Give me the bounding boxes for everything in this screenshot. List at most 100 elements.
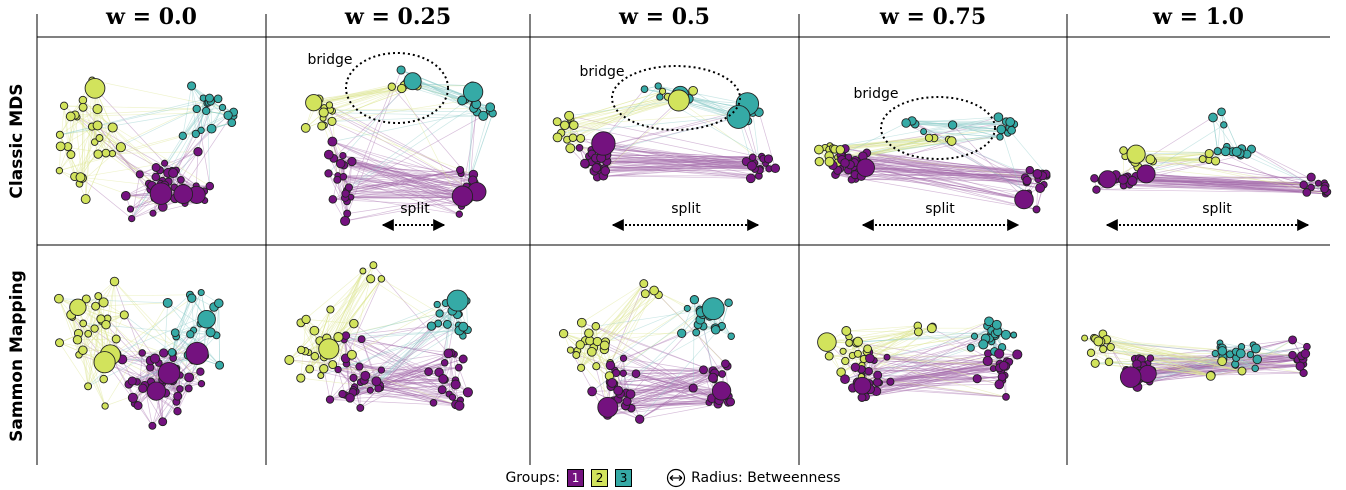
node (824, 156, 835, 167)
node (580, 158, 590, 169)
edge (597, 165, 752, 168)
edge (345, 335, 450, 395)
edge (200, 98, 204, 131)
edge (843, 331, 919, 352)
edge (585, 156, 762, 165)
node (864, 366, 873, 376)
edge (850, 164, 1027, 183)
edge (570, 100, 679, 120)
edge (345, 169, 461, 194)
edge (857, 333, 992, 343)
node (138, 383, 148, 393)
edge (639, 327, 722, 420)
node (197, 380, 206, 388)
edge (869, 369, 1001, 390)
bridge-ellipse (345, 52, 449, 124)
edge (345, 196, 467, 199)
node (96, 314, 106, 324)
node (448, 393, 457, 401)
edge (1147, 359, 1298, 375)
node (1005, 117, 1016, 127)
node (667, 89, 690, 112)
edge (868, 368, 994, 372)
edge (326, 329, 468, 339)
edge (627, 379, 715, 402)
edge (877, 353, 989, 376)
edge (330, 107, 474, 111)
edge (840, 168, 1044, 186)
edge (911, 120, 1008, 134)
edge (80, 176, 132, 219)
node (592, 362, 601, 371)
node (745, 173, 756, 184)
edge (857, 341, 888, 358)
node (824, 351, 834, 361)
node (625, 389, 636, 399)
node (863, 344, 872, 354)
edge (643, 283, 688, 309)
edge (952, 121, 1011, 126)
edge (860, 365, 1006, 386)
edge (1084, 337, 1303, 358)
edge (337, 174, 474, 176)
edge (620, 363, 726, 395)
node (1010, 331, 1018, 339)
edge (840, 154, 1043, 175)
node (1035, 183, 1046, 193)
edge (597, 167, 759, 177)
edge (353, 323, 443, 390)
node (349, 373, 358, 382)
node (727, 332, 735, 340)
edge (1129, 184, 1312, 188)
node (202, 106, 211, 116)
edge (81, 100, 84, 179)
edge (623, 372, 719, 405)
edge (1100, 341, 1243, 372)
node (1032, 205, 1041, 214)
node (95, 134, 104, 142)
node (138, 349, 146, 357)
edge (74, 114, 83, 179)
edge (609, 293, 646, 363)
node (197, 288, 205, 297)
edge (364, 353, 449, 381)
edge (342, 384, 456, 395)
graph-panel (55, 76, 239, 223)
edge (840, 320, 990, 373)
edge (595, 157, 760, 171)
edge (1103, 348, 1212, 376)
edge (319, 309, 331, 341)
node (1093, 336, 1104, 347)
node (344, 183, 353, 192)
edge (570, 349, 603, 409)
node (127, 376, 137, 386)
edge (876, 360, 988, 392)
edge (332, 196, 466, 200)
edge (381, 278, 440, 314)
edge (171, 331, 211, 353)
edge (343, 164, 473, 181)
node (333, 175, 342, 184)
edge (845, 148, 1041, 189)
edge (81, 107, 84, 179)
edge (162, 371, 201, 392)
edge (131, 103, 208, 219)
node (576, 133, 586, 143)
edge (379, 352, 452, 389)
edge (923, 129, 1006, 132)
edge (316, 103, 473, 181)
edge (112, 151, 199, 154)
edge (584, 163, 751, 179)
edge (848, 156, 1047, 177)
node (886, 377, 895, 386)
graph-panel (558, 279, 736, 424)
node (552, 132, 563, 143)
edge (845, 148, 1028, 181)
edge (1123, 185, 1326, 195)
node (763, 154, 774, 164)
edge (350, 194, 466, 198)
node (192, 104, 201, 114)
edge (82, 295, 99, 324)
node (92, 120, 103, 131)
node (115, 142, 126, 153)
